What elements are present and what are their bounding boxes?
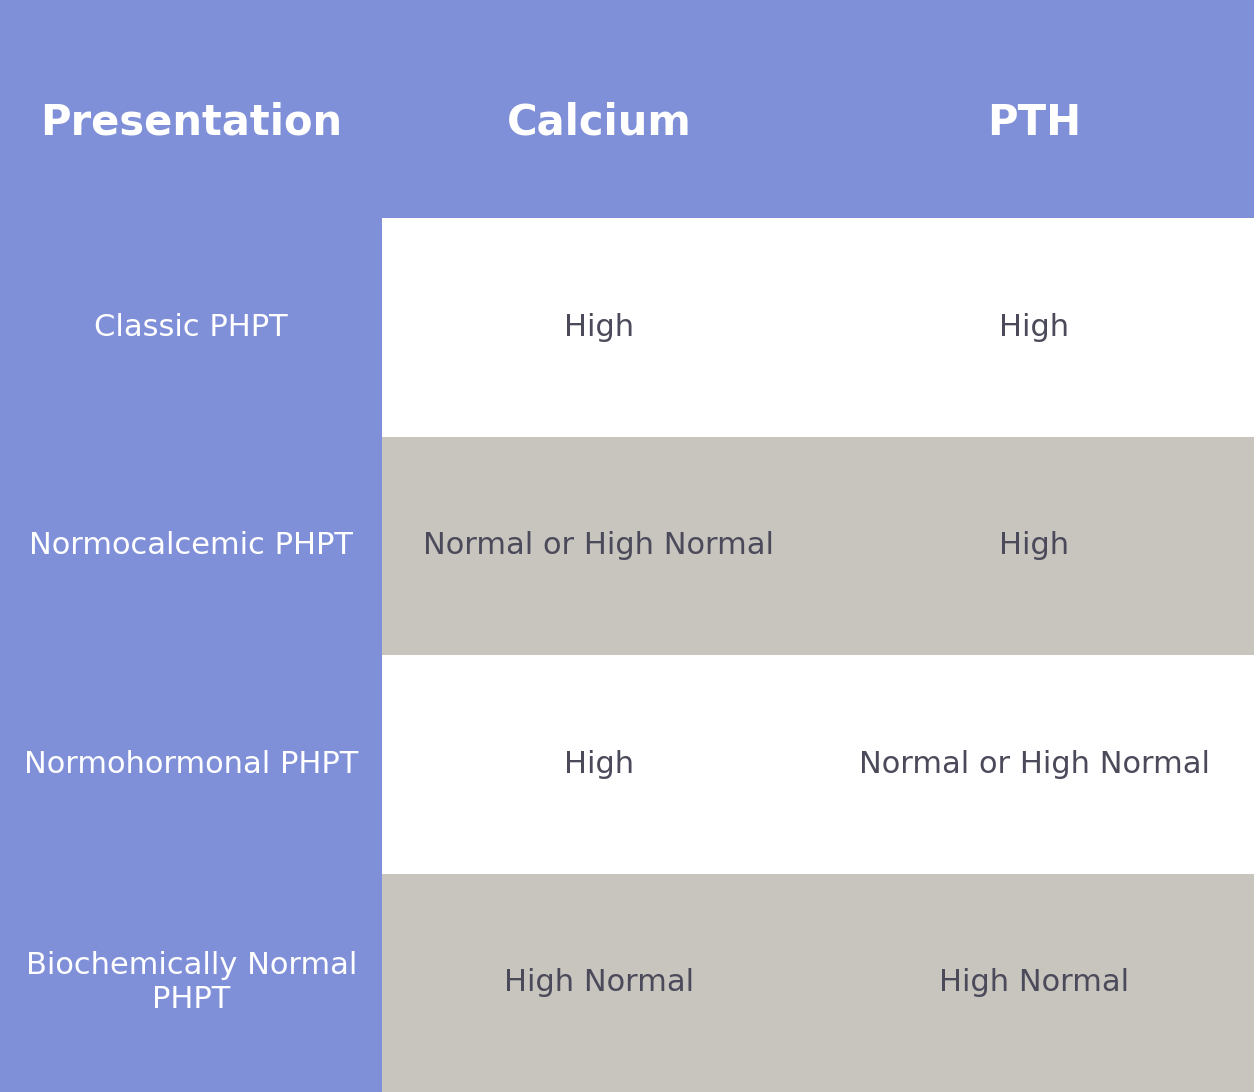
Text: High: High [999,532,1070,560]
Text: Normohormonal PHPT: Normohormonal PHPT [24,750,359,779]
Text: High Normal: High Normal [939,969,1130,997]
Text: High: High [564,313,633,342]
Bar [0,874,382,1092]
Text: Normal or High Normal: Normal or High Normal [424,532,774,560]
Bar [0,437,382,655]
Bar [382,874,1254,1092]
Bar [0,655,382,874]
Text: High: High [999,313,1070,342]
Text: High: High [564,750,633,779]
Text: Biochemically Normal
PHPT: Biochemically Normal PHPT [25,951,357,1014]
Bar [382,218,1254,437]
Text: High Normal: High Normal [504,969,693,997]
Bar [382,437,1254,655]
Text: Normal or High Normal: Normal or High Normal [859,750,1210,779]
Text: Presentation: Presentation [40,102,342,144]
Text: PTH: PTH [987,102,1082,144]
Text: Classic PHPT: Classic PHPT [94,313,288,342]
Bar [0,218,382,437]
Bar [382,655,1254,874]
Text: Calcium: Calcium [507,102,691,144]
Text: Normocalcemic PHPT: Normocalcemic PHPT [29,532,354,560]
